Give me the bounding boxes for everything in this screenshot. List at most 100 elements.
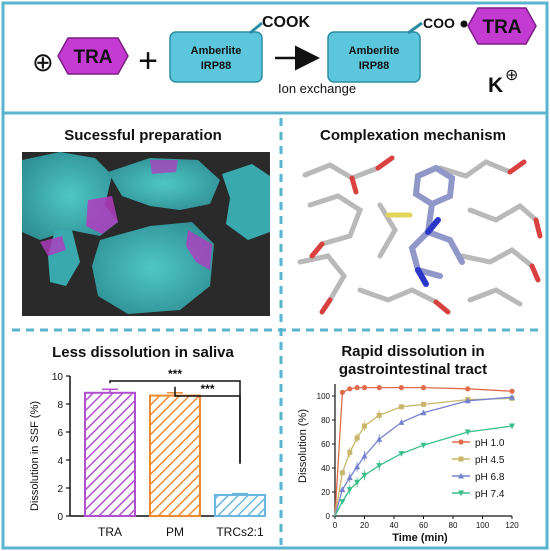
line-ytick-label: 40 bbox=[321, 464, 330, 473]
legend-marker-1 bbox=[458, 456, 464, 462]
series-point-2 bbox=[361, 452, 368, 459]
legend-marker-2 bbox=[458, 472, 464, 479]
series-point-0 bbox=[339, 389, 345, 395]
series-point-1 bbox=[362, 423, 367, 429]
line-xtick-label: 40 bbox=[390, 521, 399, 530]
series-point-2 bbox=[346, 474, 353, 481]
series-point-0 bbox=[361, 385, 368, 391]
plus-symbol: + bbox=[138, 42, 158, 80]
sig-label-2: *** bbox=[200, 382, 214, 396]
line-xtick-label: 0 bbox=[333, 521, 338, 530]
drug-region-3 bbox=[40, 236, 66, 256]
series-point-3 bbox=[354, 479, 361, 486]
line-xtick-label: 60 bbox=[419, 521, 428, 530]
resin-label-line1: Amberlite bbox=[191, 45, 242, 57]
series-point-2 bbox=[339, 486, 346, 493]
bar-category-1: PM bbox=[166, 525, 184, 539]
mechanism-title: Complexation mechanism bbox=[320, 127, 506, 144]
series-point-0 bbox=[347, 386, 353, 392]
line-xtick-label: 20 bbox=[360, 521, 369, 530]
series-point-1 bbox=[339, 470, 345, 476]
series-point-2 bbox=[509, 394, 515, 400]
line-xtick-label: 80 bbox=[449, 521, 458, 530]
line-ylabel: Dissolution (%) bbox=[297, 409, 309, 483]
series-point-3 bbox=[509, 423, 515, 430]
bar-category-2: TRCs2:1 bbox=[216, 525, 264, 539]
series-point-3 bbox=[361, 472, 368, 479]
series-pH-6_8 bbox=[334, 394, 515, 517]
series-pH-1_0 bbox=[334, 385, 515, 517]
line-chart: Dissolution (%) Time (min) 020406080100 … bbox=[297, 384, 519, 544]
series-line-0 bbox=[334, 386, 513, 517]
series-point-2 bbox=[354, 463, 361, 470]
legend-marker-0 bbox=[458, 439, 464, 445]
resin-label-line2: IRP88 bbox=[201, 60, 232, 72]
line-ytick-label: 0 bbox=[326, 512, 331, 521]
series-point-1 bbox=[347, 449, 353, 455]
series-point-0 bbox=[465, 386, 471, 392]
bar-0 bbox=[84, 391, 136, 517]
series-point-2 bbox=[398, 419, 405, 425]
series-point-2 bbox=[420, 409, 427, 416]
series-point-1 bbox=[354, 435, 360, 441]
particle-right bbox=[222, 164, 270, 240]
microscopy-image bbox=[22, 152, 270, 316]
drug-region-2 bbox=[186, 230, 212, 270]
line-xlabel: Time (min) bbox=[392, 532, 448, 544]
series-point-3 bbox=[339, 499, 346, 505]
series-point-3 bbox=[376, 463, 383, 469]
series-point-1 bbox=[421, 401, 426, 407]
sig-label-1: *** bbox=[168, 367, 182, 381]
line-xtick-label: 100 bbox=[476, 521, 490, 530]
series-point-0 bbox=[398, 385, 404, 391]
positive-charge-symbol: ⊕ bbox=[32, 47, 54, 77]
legend-marker-3 bbox=[458, 490, 464, 497]
series-point-3 bbox=[398, 451, 405, 457]
saliva-title: Less dissolution in saliva bbox=[52, 344, 234, 361]
resin-linker bbox=[249, 21, 263, 35]
product-label-line2: IRP88 bbox=[359, 60, 390, 72]
counter-ion-charge: ⊕ bbox=[505, 67, 518, 84]
bar-ytick-label: 4 bbox=[57, 456, 63, 467]
series-point-0 bbox=[420, 385, 427, 391]
product-resin-box bbox=[327, 31, 421, 83]
line-ytick-label: 80 bbox=[321, 416, 330, 425]
series-point-0 bbox=[509, 388, 515, 394]
particle-center bbox=[108, 158, 220, 210]
line-xtick-label: 120 bbox=[505, 521, 519, 530]
sig-bracket-2 bbox=[174, 386, 241, 464]
drug-sticks bbox=[408, 164, 465, 279]
legend-label-2: pH 6.8 bbox=[475, 472, 505, 483]
series-point-1 bbox=[376, 412, 382, 418]
series-line-3 bbox=[334, 425, 513, 517]
series-point-2 bbox=[376, 436, 383, 442]
nitrogen-sticks bbox=[415, 217, 441, 287]
bar-ytick-label: 2 bbox=[57, 484, 63, 495]
series-pH-7_4 bbox=[334, 423, 515, 517]
gi-title-line2: gastrointestinal tract bbox=[339, 361, 487, 378]
product-label-line1: Amberlite bbox=[349, 45, 400, 57]
docking-image bbox=[297, 152, 543, 320]
resin-sticks bbox=[297, 159, 539, 307]
product-tra-label: TRA bbox=[482, 17, 521, 38]
line-ytick-label: 20 bbox=[321, 488, 330, 497]
resin-group-label: COOK bbox=[262, 14, 310, 31]
particle-bottom bbox=[92, 222, 214, 314]
product-linker bbox=[407, 21, 423, 35]
series-point-2 bbox=[464, 397, 471, 404]
tra-drug-badge bbox=[57, 37, 129, 75]
preparation-title: Sucessful preparation bbox=[64, 127, 222, 144]
bar-ytick-label: 10 bbox=[52, 372, 64, 383]
series-point-0 bbox=[376, 385, 382, 391]
bond-dot bbox=[460, 20, 468, 28]
counter-ion-label: K bbox=[488, 74, 503, 97]
line-ytick-label: 60 bbox=[321, 440, 330, 449]
bar-chart: Dissolution in SSF (%) 0 2 4 6 8 10 TRA PM TRCs… bbox=[29, 367, 266, 539]
bar-category-0: TRA bbox=[98, 525, 122, 539]
product-group-label: COO bbox=[423, 15, 455, 31]
legend-label-1: pH 4.5 bbox=[475, 455, 505, 466]
series-point-0 bbox=[354, 385, 360, 391]
bar-ytick-label: 8 bbox=[57, 400, 63, 411]
